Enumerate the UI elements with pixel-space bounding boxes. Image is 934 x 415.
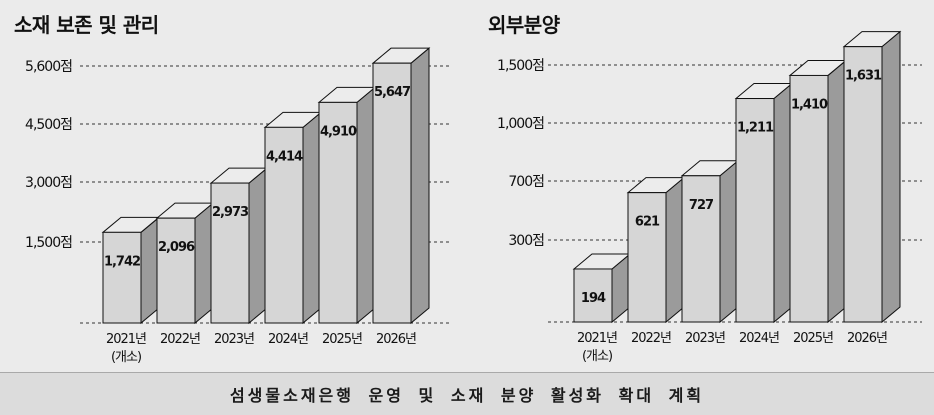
x-tick-label: 2024년 <box>268 332 308 347</box>
data-label: 1,410 <box>791 97 828 112</box>
bar-front <box>210 182 250 324</box>
storage-chart: 1,500점 3,000점 4,500점 5,600점 1,742 2021년 (개소) 2,… <box>25 47 452 365</box>
bar <box>209 167 269 325</box>
footer-banner: 섬생물소재은행 운영 및 소재 분양 활성화 확대 계획 <box>0 372 934 415</box>
bar-side <box>719 159 739 324</box>
bar-side <box>410 47 430 325</box>
y-tick-label: 5,600점 <box>25 59 72 75</box>
x-tick-label: 2022년 <box>160 332 200 347</box>
bar <box>371 47 431 325</box>
bar-side <box>773 82 793 324</box>
chart-title: 소재 보존 및 관리 <box>14 13 159 37</box>
bar-front <box>318 101 358 324</box>
chart-title: 외부분양 <box>488 13 560 37</box>
x-tick-label: 2021년 <box>577 331 617 346</box>
x-tick-label: 2026년 <box>847 331 887 346</box>
y-tick-label: 1,500점 <box>497 58 544 74</box>
bar-front <box>735 98 775 323</box>
bar-side <box>665 176 685 324</box>
data-label: 621 <box>635 215 660 230</box>
bar <box>788 59 848 324</box>
data-label: 2,096 <box>158 240 195 255</box>
bar-side <box>194 202 214 325</box>
x-tick-label: 2022년 <box>631 331 671 346</box>
bar <box>680 159 740 324</box>
bar <box>317 86 377 325</box>
x-tick-label: 2026년 <box>376 332 416 347</box>
x-tick-label: 2023년 <box>685 331 725 346</box>
data-label: 727 <box>689 198 714 213</box>
data-label: 1,742 <box>104 254 140 269</box>
x-tick-label: (개소) <box>582 349 612 364</box>
bar <box>572 252 632 324</box>
chart-panel-distribution: 외부분양 300점 700점 1,000점 1,500점 194 2021년 (개소) 621… <box>468 0 934 366</box>
data-label: 4,414 <box>266 149 303 164</box>
y-tick-label: 300점 <box>508 233 544 249</box>
x-tick-label: 2025년 <box>793 331 833 346</box>
bar <box>155 202 215 325</box>
data-label: 4,910 <box>320 124 357 139</box>
bar-front <box>102 231 142 324</box>
x-tick-label: 2021년 <box>106 332 146 347</box>
bar-front <box>789 74 829 323</box>
y-tick-label: 3,000점 <box>25 175 72 191</box>
x-tick-label: 2023년 <box>214 332 254 347</box>
data-label: 2,973 <box>212 205 249 220</box>
bar-side <box>302 111 322 325</box>
bar-side <box>248 167 268 325</box>
bar-front <box>372 62 412 324</box>
bar <box>626 176 686 324</box>
bar-side <box>356 86 376 325</box>
bar <box>842 30 902 324</box>
bar-side <box>827 59 847 324</box>
bar <box>263 111 323 325</box>
data-label: 1,631 <box>845 69 882 84</box>
bar-front <box>843 46 883 323</box>
x-tick-label: (개소) <box>111 350 141 365</box>
distribution-chart: 300점 700점 1,000점 1,500점 194 2021년 (개소) 621 2022년… <box>497 30 922 364</box>
bar <box>101 216 161 325</box>
y-tick-label: 1,000점 <box>497 116 544 132</box>
chart-panel-storage: 소재 보존 및 관리 1,500점 3,000점 4,500점 5,600점 1,742… <box>0 0 462 366</box>
data-label: 5,647 <box>374 85 411 100</box>
x-tick-label: 2024년 <box>739 331 779 346</box>
y-tick-label: 1,500점 <box>25 235 72 251</box>
footer-caption: 섬생물소재은행 운영 및 소재 분양 활성화 확대 계획 <box>229 386 705 405</box>
y-tick-label: 4,500점 <box>25 117 72 133</box>
bar-front <box>627 192 667 323</box>
x-tick-label: 2025년 <box>322 332 362 347</box>
data-label: 194 <box>581 291 606 306</box>
bar-front <box>573 268 613 323</box>
y-tick-label: 700점 <box>508 174 544 190</box>
bar-front <box>264 126 304 324</box>
data-label: 1,211 <box>737 121 774 136</box>
bar-side <box>881 30 901 324</box>
bar-side <box>140 216 160 325</box>
bar-front <box>156 217 196 324</box>
bar <box>734 82 794 324</box>
bar-front <box>681 175 721 323</box>
